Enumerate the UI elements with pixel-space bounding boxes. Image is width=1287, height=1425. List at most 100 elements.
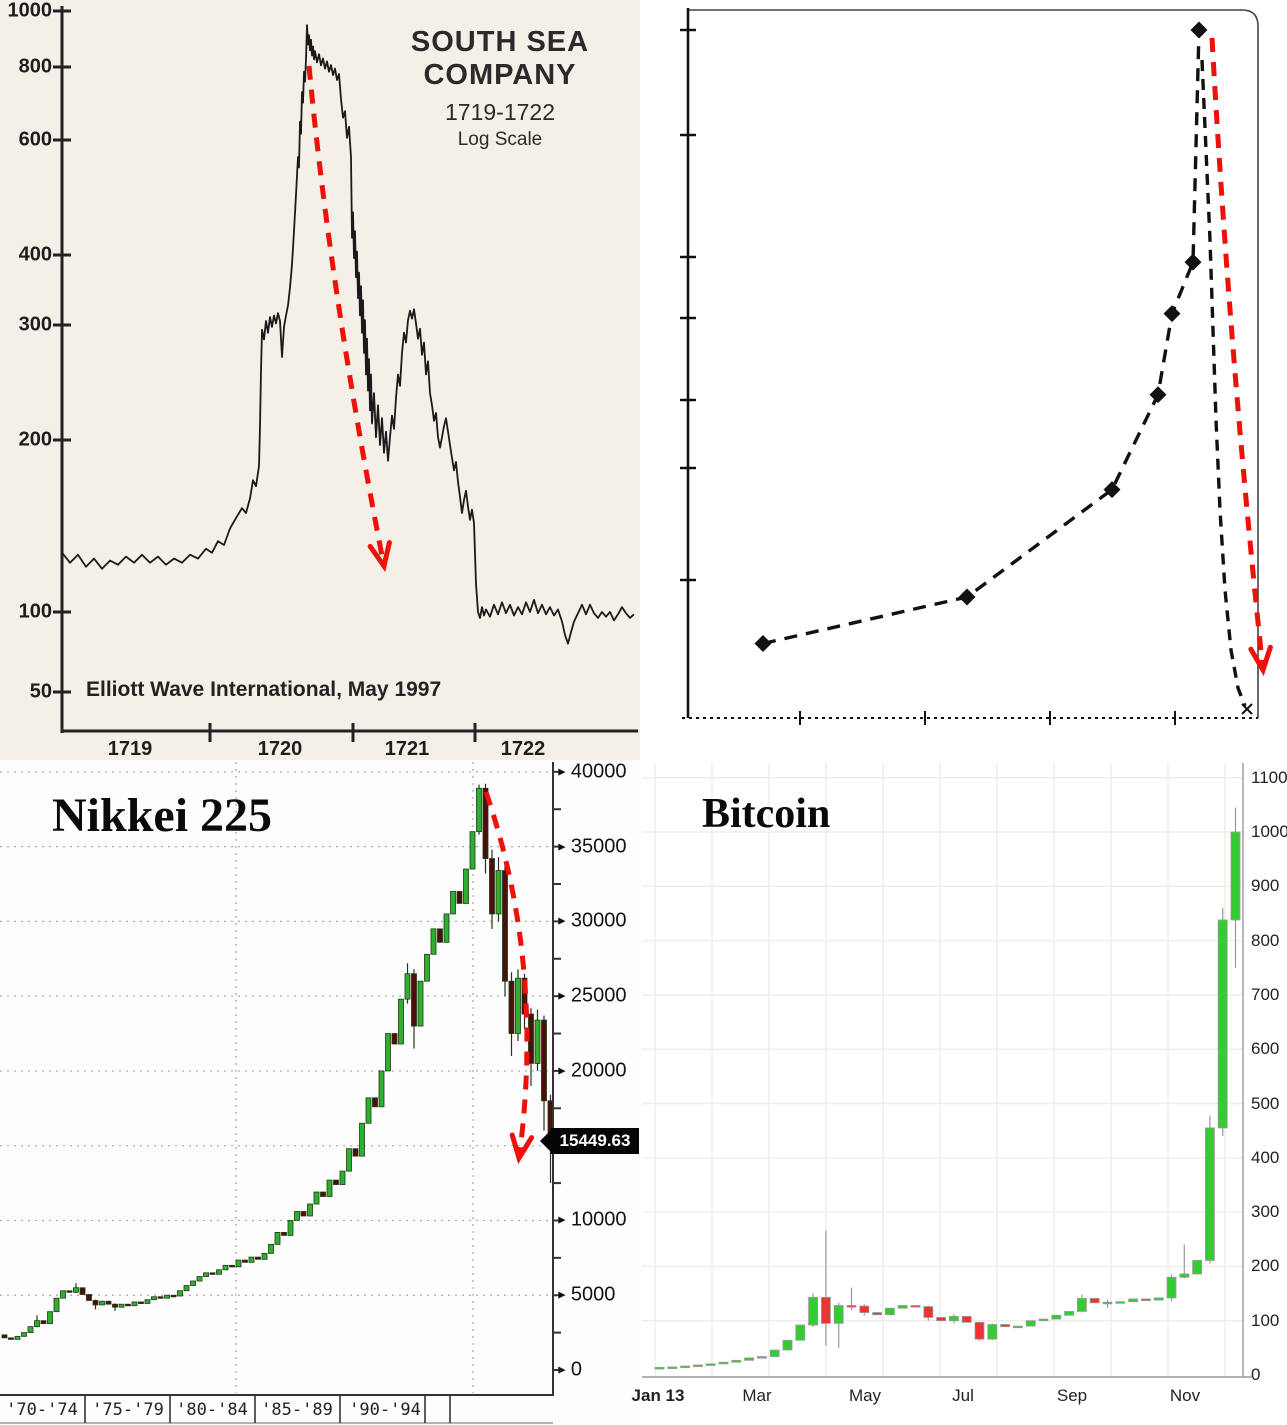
candle-body xyxy=(47,1311,53,1325)
candle-body xyxy=(974,1321,985,1340)
candle-body xyxy=(961,1315,972,1323)
crash-trend-arrowhead xyxy=(1248,644,1273,677)
candle-body xyxy=(718,1361,729,1365)
candle-body xyxy=(693,1364,703,1367)
tulip-plot xyxy=(680,8,1273,725)
candle-body xyxy=(450,891,456,915)
candle-body xyxy=(307,1203,313,1217)
candle-body xyxy=(456,891,463,904)
candle-body xyxy=(125,1303,131,1307)
tick-value: 30000 xyxy=(570,909,627,932)
candle-body xyxy=(1115,1301,1126,1304)
candle-body xyxy=(385,1033,391,1072)
candle-body xyxy=(731,1359,742,1363)
y-tick-label: ► 25000 xyxy=(556,985,627,1008)
candle-body xyxy=(705,1363,716,1366)
candle-body xyxy=(1,1334,8,1339)
candle-body xyxy=(34,1320,40,1328)
candle-body xyxy=(476,787,482,833)
y-tick-label: ► 5000 xyxy=(556,1284,615,1307)
candle-body xyxy=(885,1307,895,1316)
x-tick-label: Jan 13 xyxy=(631,1386,685,1405)
candle-body xyxy=(216,1269,222,1275)
candle-body xyxy=(936,1317,946,1322)
candle-body xyxy=(372,1097,378,1108)
y-tick-label: 1000 xyxy=(7,0,53,22)
y-tick-label: 400 xyxy=(1251,1147,1280,1167)
panel-nikkei-chart xyxy=(0,760,640,1425)
candle-body xyxy=(378,1070,385,1108)
candle-body xyxy=(757,1356,767,1359)
candle-body xyxy=(833,1305,844,1324)
candle-body xyxy=(508,980,515,1034)
x-tick-label: Sep xyxy=(1056,1386,1088,1405)
candle-body xyxy=(495,870,502,915)
candle-body xyxy=(242,1259,248,1263)
y-tick-label: ► 0 xyxy=(556,1359,582,1382)
candle-body xyxy=(196,1276,203,1282)
x-tick-label: '85-'89 xyxy=(261,1400,333,1420)
candle-body xyxy=(66,1290,73,1293)
candle-body xyxy=(541,1019,547,1102)
candle-body xyxy=(1128,1298,1138,1303)
nikkei-title: Nikkei 225 xyxy=(52,789,273,842)
candle-body xyxy=(417,980,424,1027)
candle-body xyxy=(437,928,443,943)
candle-body xyxy=(144,1299,151,1304)
bitcoin-plot xyxy=(642,763,1252,1378)
y-tick-label: 600 xyxy=(1251,1039,1280,1059)
candle-body xyxy=(339,1170,346,1185)
candle-body xyxy=(1205,1127,1215,1261)
south-sea-title-line2: COMPANY xyxy=(423,59,577,91)
candle-body xyxy=(86,1294,92,1301)
tick-arrow-icon: ► xyxy=(556,764,568,779)
nikkei-plot xyxy=(0,762,561,1424)
candle-body xyxy=(261,1252,268,1260)
candle-body xyxy=(190,1280,196,1286)
candle-body xyxy=(949,1315,959,1322)
candle-body xyxy=(40,1320,47,1325)
candle-body xyxy=(118,1303,125,1308)
candle-body xyxy=(391,1033,398,1045)
candle-body xyxy=(1051,1314,1062,1320)
data-point-diamond xyxy=(1163,305,1181,323)
tick-value: 35000 xyxy=(570,835,627,858)
candle-body xyxy=(482,787,489,859)
candle-body xyxy=(1153,1297,1164,1301)
candle-body xyxy=(326,1179,333,1197)
x-tick-label: Nov xyxy=(1169,1386,1201,1405)
candle-body xyxy=(502,870,508,982)
candle-body xyxy=(255,1256,261,1260)
y-tick-label: 1000 xyxy=(1251,822,1287,841)
candle-body xyxy=(404,973,411,1000)
y-tick-label: ► 20000 xyxy=(556,1059,627,1082)
candle-body xyxy=(987,1324,998,1340)
candle-body xyxy=(313,1191,320,1205)
tick-value: 10000 xyxy=(570,1208,627,1231)
y-tick-label: ► 40000 xyxy=(556,760,627,783)
panel-tulip-chart: GOUDA TULIP BULBS Dec. 1, 1634 to Feb. 5… xyxy=(640,0,1287,760)
y-tick-label: ► 35000 xyxy=(556,835,627,858)
candle-body xyxy=(248,1256,255,1263)
candle-body xyxy=(92,1300,99,1306)
y-tick-label: 800 xyxy=(1251,930,1280,950)
south-sea-subtitle: 1719-1722 xyxy=(445,99,555,125)
candle-body xyxy=(769,1349,780,1357)
candle-body xyxy=(1192,1260,1202,1275)
bitcoin-title: Bitcoin xyxy=(702,791,831,837)
candle-body xyxy=(1089,1298,1100,1304)
data-point-diamond xyxy=(1184,253,1202,271)
candle-body xyxy=(1179,1273,1190,1278)
candle-body xyxy=(183,1285,190,1292)
x-tick-label: May xyxy=(848,1386,882,1405)
data-point-diamond xyxy=(1190,21,1208,39)
candle-body xyxy=(680,1365,690,1369)
candle-body xyxy=(463,868,469,904)
candle-body xyxy=(469,831,476,870)
y-tick-label: 800 xyxy=(18,55,52,78)
candle-body xyxy=(21,1332,27,1337)
end-x-marker xyxy=(1241,703,1253,715)
tick-arrow-icon: ► xyxy=(556,1362,568,1377)
y-tick-label: 50 xyxy=(29,680,52,703)
